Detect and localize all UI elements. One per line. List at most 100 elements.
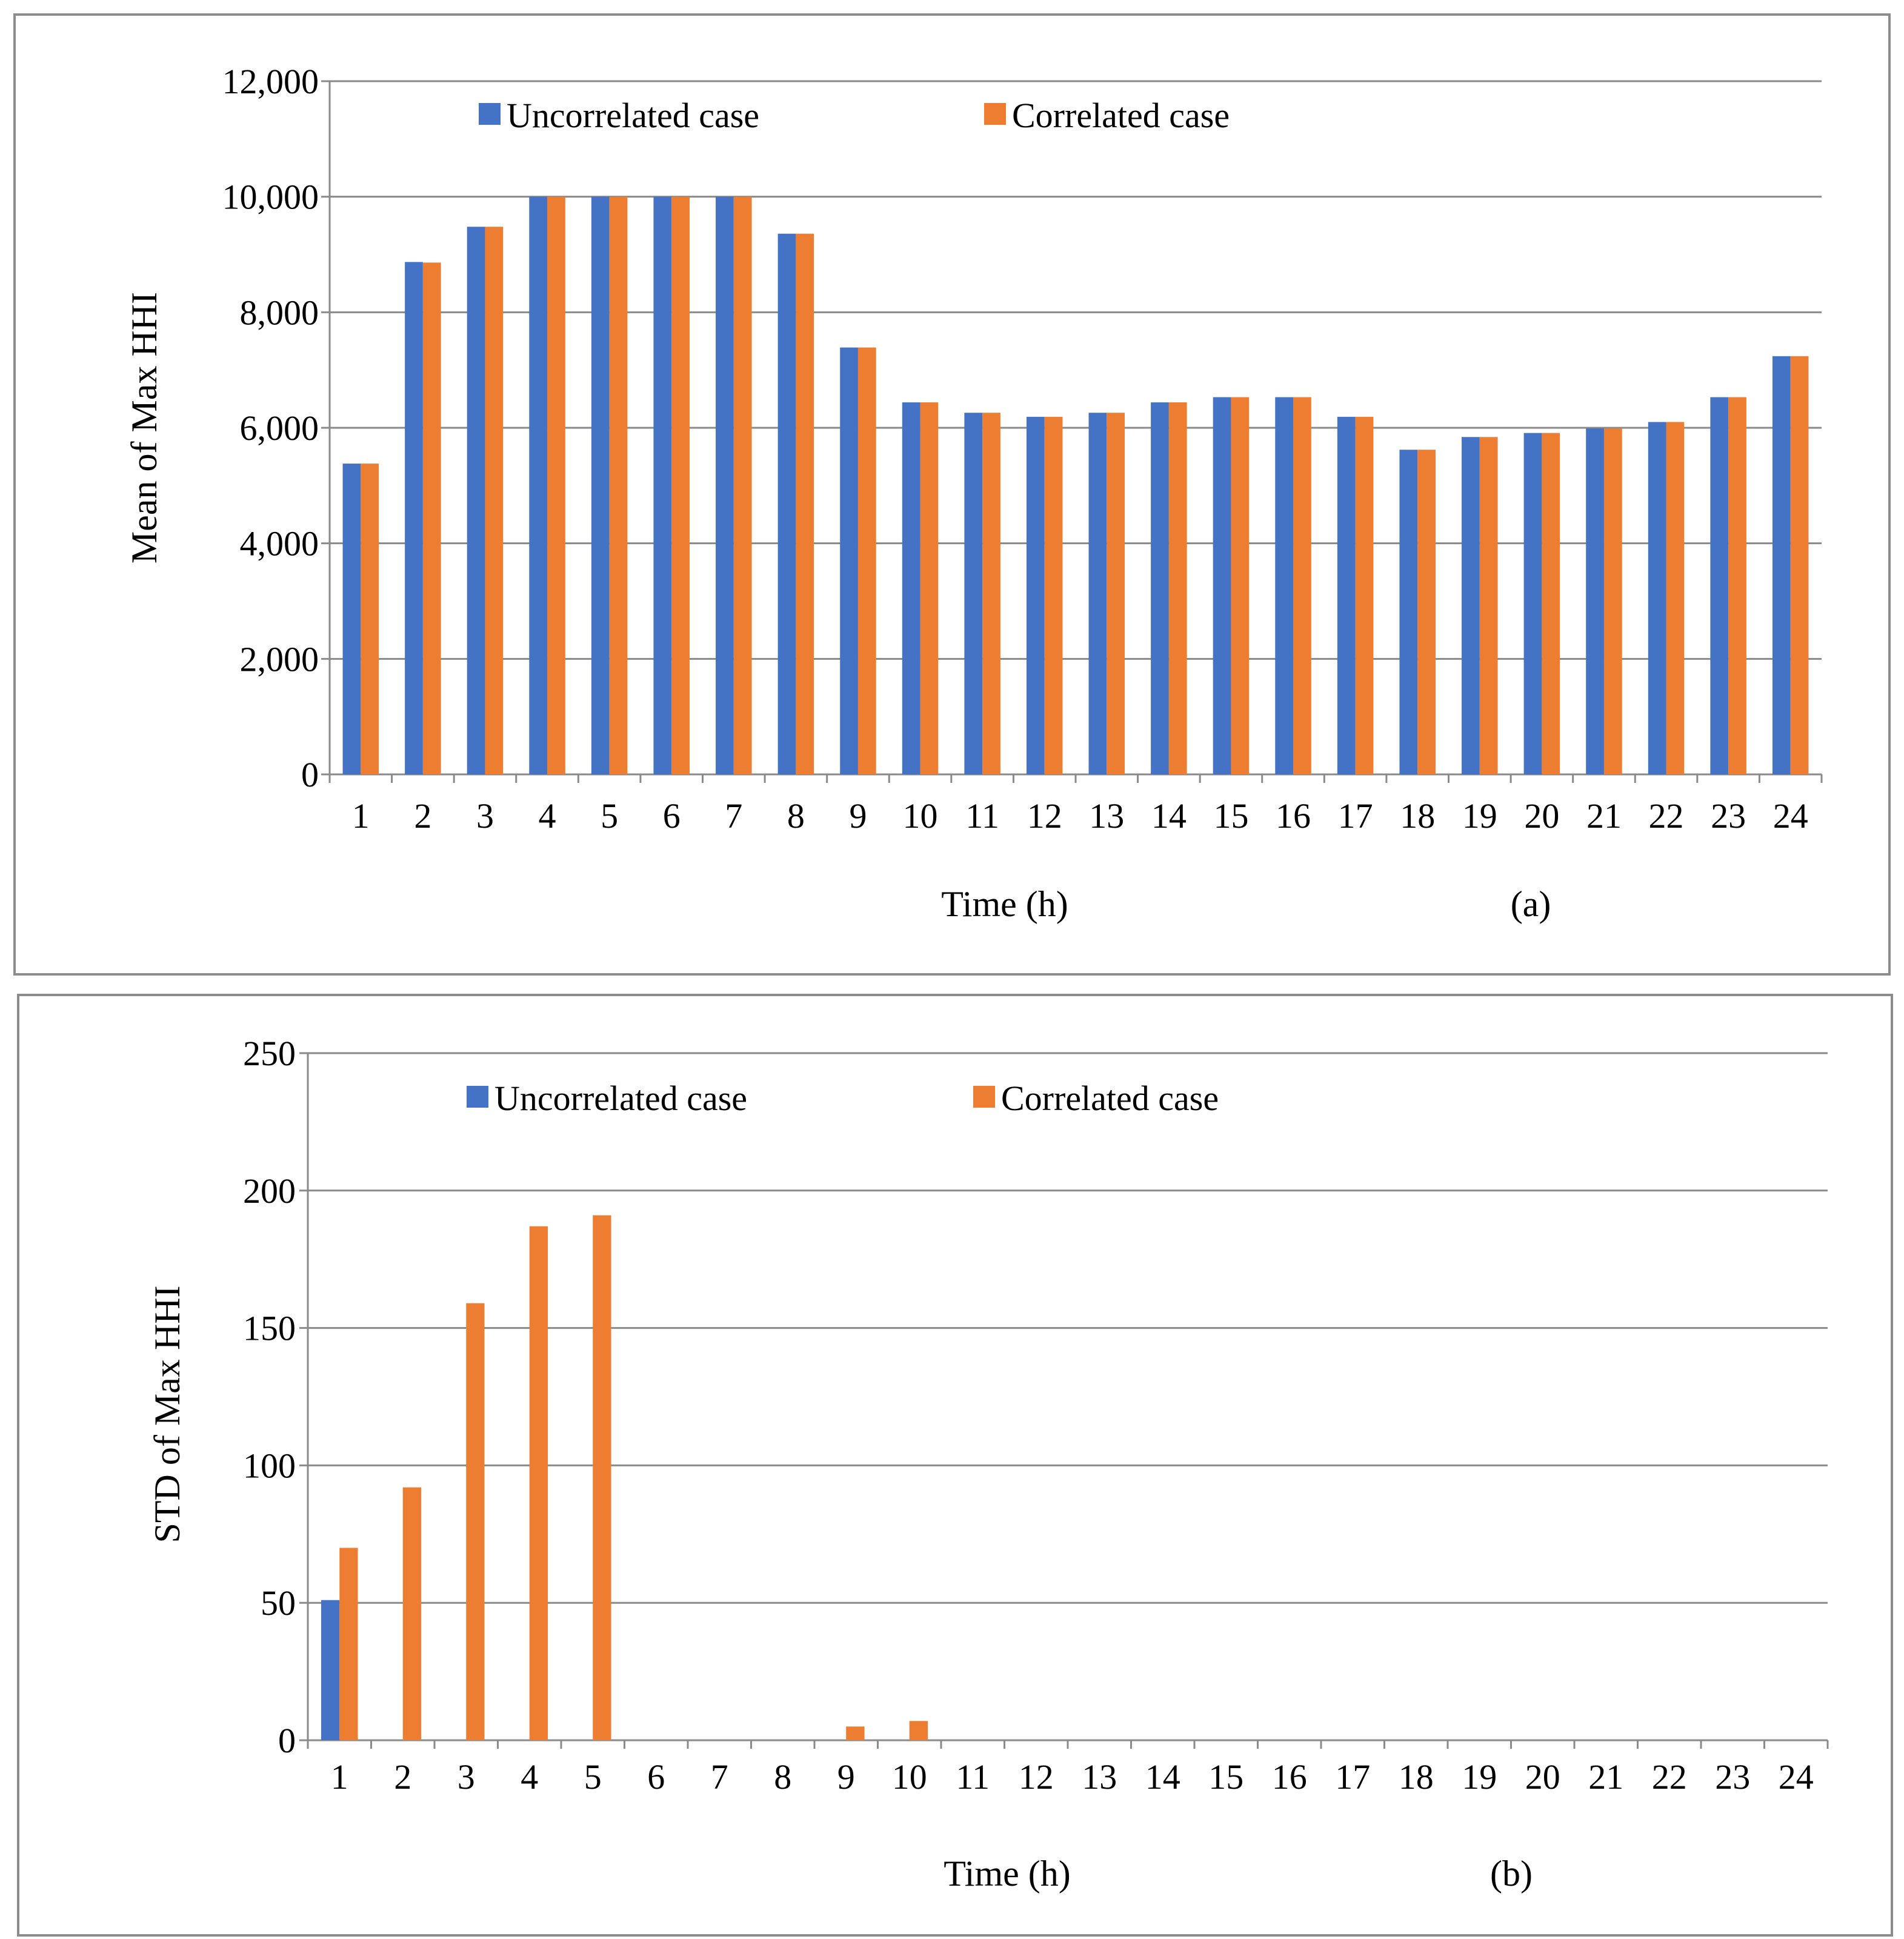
bar-uncorrelated-16	[1275, 397, 1294, 774]
bar-correlated-8	[796, 233, 814, 774]
y-tick-label: 6,000	[240, 408, 319, 448]
panel-label: (b)	[1490, 1854, 1533, 1894]
bar-correlated-4	[547, 196, 565, 775]
x-tick-label: 23	[1715, 1757, 1750, 1797]
x-tick-label: 9	[837, 1757, 855, 1797]
x-tick-label: 8	[787, 796, 805, 836]
x-tick-label: 13	[1089, 796, 1124, 836]
x-tick-label: 15	[1208, 1757, 1243, 1797]
x-tick-label: 21	[1588, 1757, 1623, 1797]
x-tick-label: 14	[1145, 1757, 1180, 1797]
x-tick-label: 3	[458, 1757, 475, 1797]
bar-uncorrelated-14	[1151, 402, 1169, 774]
bar-uncorrelated-8	[777, 233, 796, 774]
bar-correlated-7	[733, 196, 752, 775]
x-tick-label: 14	[1151, 796, 1187, 836]
chart-panel-a: 0 2,000 4,000 6,000 8,000 10,000 12,000 1 2 3 4 5 6 7…	[13, 13, 1891, 976]
bar-correlated-18	[1417, 450, 1436, 774]
x-tick-label: 1	[352, 796, 370, 836]
x-axis-title: Time (h)	[944, 1854, 1070, 1894]
bar-correlated-9	[857, 347, 876, 774]
y-tick-label: 0	[278, 1721, 296, 1760]
legend-label: Uncorrelated case	[507, 96, 759, 135]
bar-correlated-5	[593, 1215, 611, 1740]
bar-uncorrelated-12	[1026, 416, 1045, 774]
x-tick-label: 17	[1335, 1757, 1370, 1797]
y-tick-label: 150	[243, 1309, 296, 1348]
bar-correlated-9	[846, 1726, 865, 1740]
legend-swatch	[479, 103, 501, 125]
x-tick-label: 12	[1027, 796, 1062, 836]
y-tick-label: 8,000	[240, 293, 319, 332]
bar-correlated-6	[671, 196, 690, 775]
x-tick-label: 6	[663, 796, 681, 836]
x-tick-label: 12	[1019, 1757, 1054, 1797]
bar-correlated-22	[1666, 422, 1685, 774]
y-axis-title: Mean of Max HHI	[124, 292, 164, 564]
bar-uncorrelated-11	[964, 413, 983, 774]
bar-correlated-23	[1728, 397, 1746, 774]
x-tick-label: 7	[711, 1757, 728, 1797]
x-tick-label: 4	[521, 1757, 538, 1797]
legend-swatch	[467, 1086, 488, 1108]
x-tick-label: 22	[1649, 796, 1684, 836]
x-tick-label: 5	[584, 1757, 602, 1797]
x-tick-label: 8	[774, 1757, 791, 1797]
y-axis-title: STD of Max HHI	[147, 1286, 187, 1543]
bar-correlated-2	[422, 262, 441, 774]
legend-swatch	[973, 1086, 995, 1108]
x-tick-label: 19	[1462, 1757, 1497, 1797]
bar-correlated-16	[1293, 397, 1311, 774]
bar-uncorrelated-24	[1772, 356, 1791, 774]
x-tick-label: 19	[1462, 796, 1497, 836]
bar-correlated-21	[1603, 428, 1622, 774]
legend-label: Correlated case	[1012, 96, 1230, 135]
x-tick-label: 23	[1711, 796, 1746, 836]
bar-correlated-11	[982, 413, 1000, 774]
x-tick-label: 18	[1399, 1757, 1434, 1797]
bar-correlated-14	[1168, 402, 1187, 774]
x-tick-label: 11	[965, 796, 999, 836]
x-tick-label: 20	[1524, 796, 1559, 836]
x-tick-label: 13	[1082, 1757, 1117, 1797]
bar-correlated-4	[529, 1226, 548, 1740]
bar-uncorrelated-2	[405, 262, 423, 775]
y-tick-label: 10,000	[222, 178, 319, 217]
bar-uncorrelated-5	[591, 196, 610, 775]
x-tick-label: 21	[1586, 796, 1622, 836]
bar-correlated-10	[909, 1721, 928, 1740]
bar-correlated-15	[1231, 397, 1250, 774]
x-tick-label: 10	[892, 1757, 927, 1797]
bar-uncorrelated-21	[1586, 428, 1604, 774]
x-tick-label: 2	[414, 796, 431, 836]
x-tick-label: 3	[476, 796, 494, 836]
bar-correlated-3	[485, 227, 504, 774]
panel-label: (a)	[1511, 884, 1551, 924]
bar-correlated-13	[1107, 413, 1125, 774]
legend-label: Correlated case	[1001, 1079, 1219, 1118]
y-tick-label: 50	[261, 1583, 296, 1623]
bar-correlated-24	[1790, 356, 1809, 774]
bar-correlated-1	[361, 464, 379, 774]
x-tick-label: 5	[601, 796, 618, 836]
bar-uncorrelated-6	[653, 196, 672, 775]
bar-correlated-10	[920, 402, 939, 774]
bar-uncorrelated-4	[529, 196, 548, 775]
bar-uncorrelated-1	[321, 1600, 340, 1740]
bar-uncorrelated-10	[902, 402, 920, 774]
bar-uncorrelated-22	[1648, 422, 1666, 774]
x-tick-label: 24	[1779, 1757, 1814, 1797]
bar-correlated-19	[1479, 437, 1498, 774]
x-tick-label: 4	[539, 796, 556, 836]
x-tick-label: 2	[394, 1757, 411, 1797]
bar-uncorrelated-1	[342, 464, 361, 774]
y-tick-label: 200	[243, 1171, 296, 1211]
x-tick-label: 10	[903, 796, 938, 836]
legend-label: Uncorrelated case	[494, 1079, 747, 1118]
x-tick-label: 7	[725, 796, 742, 836]
y-tick-label: 100	[243, 1446, 296, 1485]
x-tick-label: 11	[956, 1757, 990, 1797]
bar-correlated-17	[1355, 416, 1374, 774]
